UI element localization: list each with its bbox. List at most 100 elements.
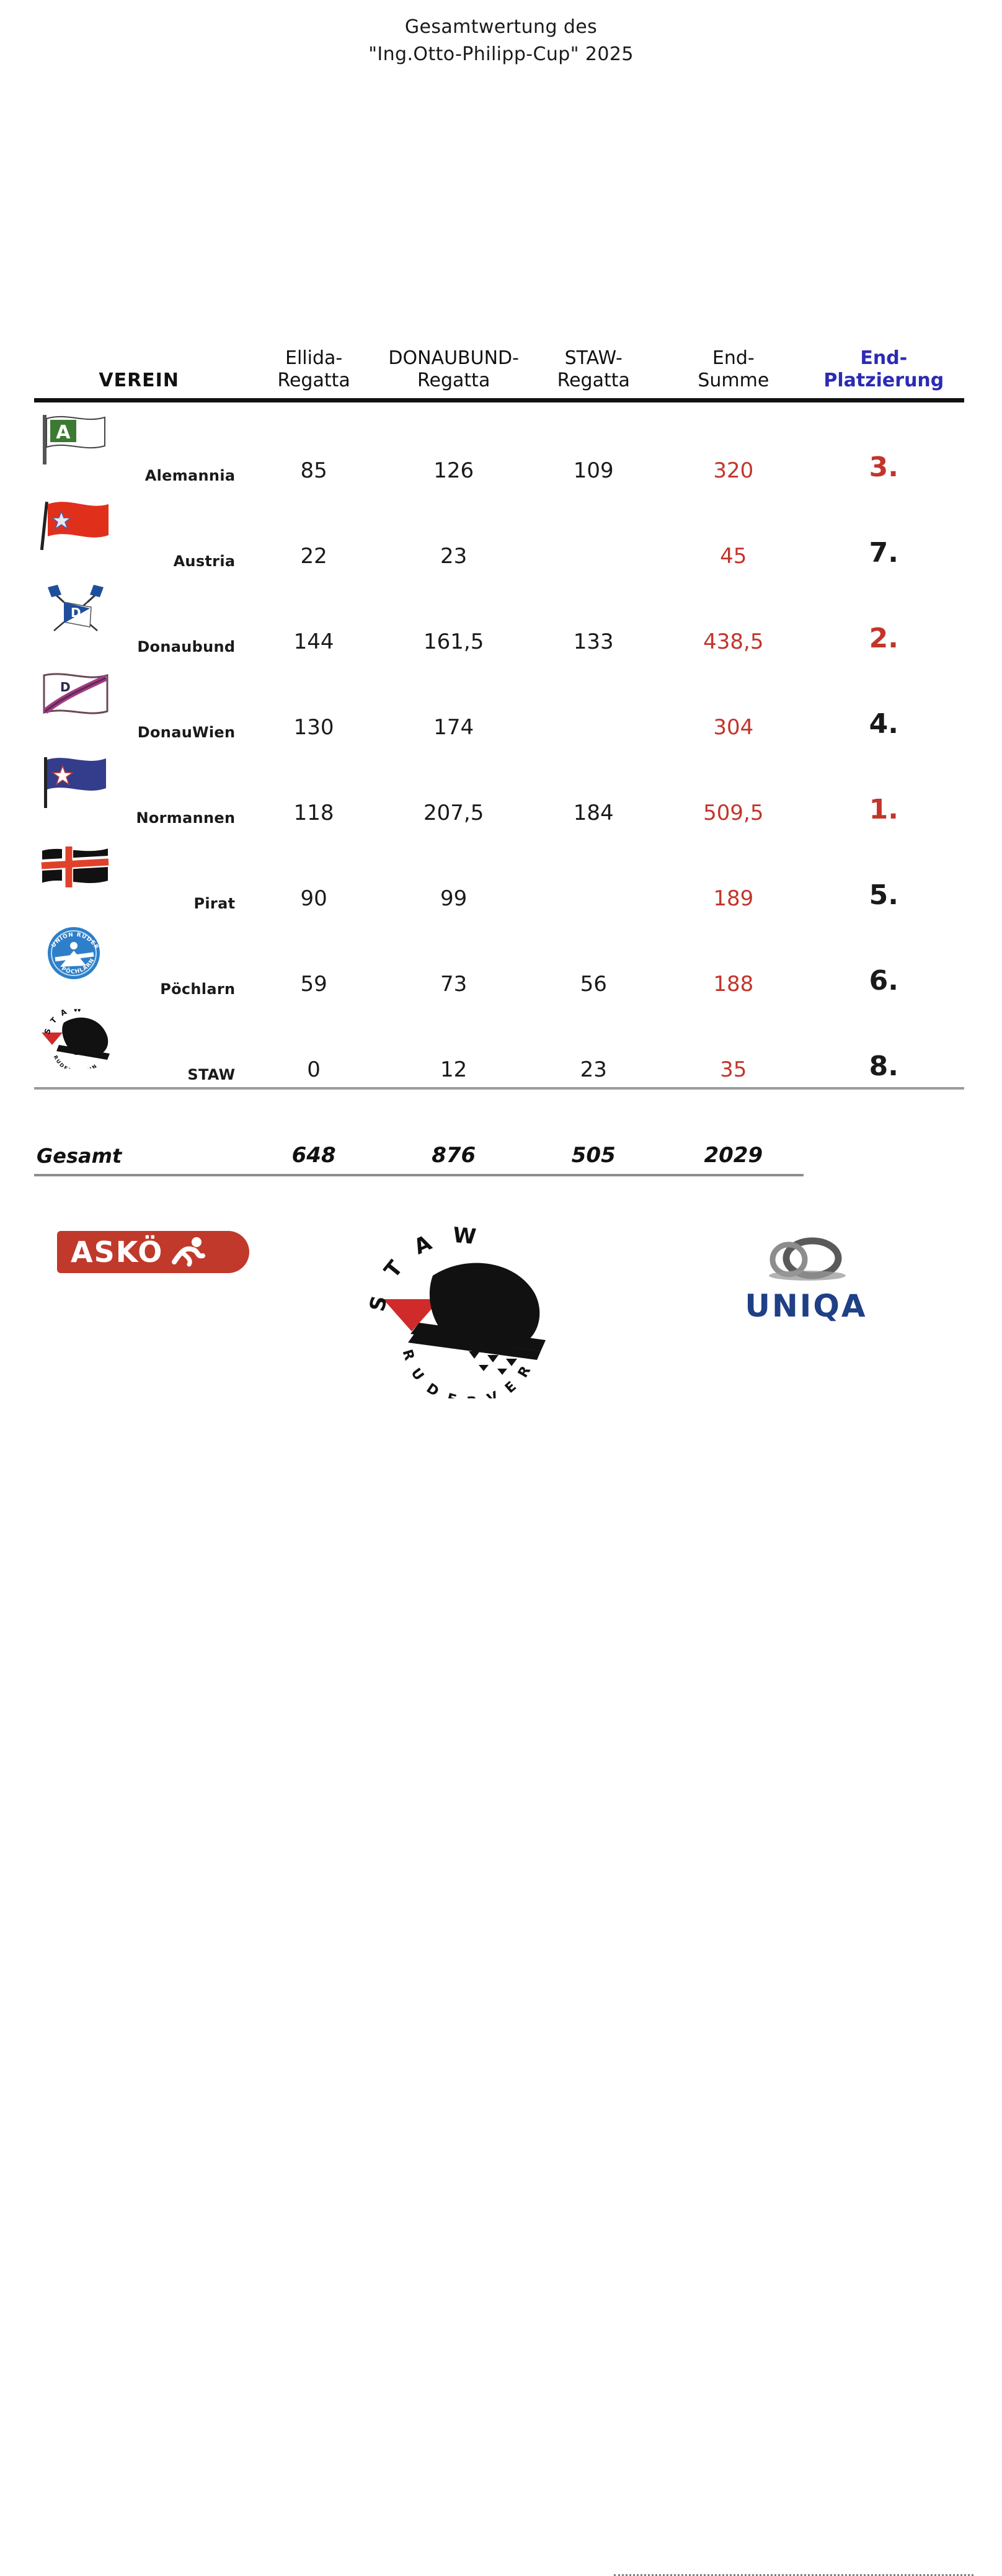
uniqa-ring-icon <box>750 1237 862 1289</box>
score-ellida: 130 <box>293 715 334 740</box>
club-cell: UNION RUDERVEREIN PÖCHLARN Pöchlarn <box>34 916 244 1002</box>
final-placement: 6. <box>869 965 898 997</box>
results-table-container: VEREIN Ellida- Regatta DONAUBUND- Regatt… <box>0 347 1002 1176</box>
score-donaubund: 126 <box>433 458 474 483</box>
results-table: VEREIN Ellida- Regatta DONAUBUND- Regatt… <box>34 347 964 1176</box>
uniqa-logo-text: UNIQA <box>745 1288 867 1324</box>
column-header-ellida: Ellida- Regatta <box>244 347 384 402</box>
club-cell: D DonauWien <box>34 659 244 745</box>
staw-rowing-boat-icon: S T A W R U D E R V E R E I N <box>352 1207 546 1410</box>
score-staw <box>523 830 663 916</box>
score-ellida: 59 <box>300 972 327 997</box>
donauwien-flag-icon: D <box>37 667 115 726</box>
club-name: Donaubund <box>137 638 236 655</box>
final-placement: 2. <box>869 623 898 654</box>
score-ellida: 118 <box>293 801 334 825</box>
table-header-row: VEREIN Ellida- Regatta DONAUBUND- Regatt… <box>34 347 964 402</box>
table-body: A Alemannia 85 126 109 320 3. Austria 22… <box>34 401 964 1176</box>
total-ellida: 648 <box>244 1118 384 1176</box>
club-name: Alemannia <box>144 467 236 484</box>
asko-logo-text: ASKÖ <box>71 1235 164 1269</box>
table-row: Normannen 118 207,5 184 509,5 1. <box>34 745 964 830</box>
staw-ruderverein-logo: S T A W R U D E R V E R E I N <box>352 1207 558 1410</box>
uniqa-logo: UNIQA <box>729 1237 884 1336</box>
alemannia-flag-icon: A <box>37 410 115 469</box>
score-donaubund: 12 <box>383 1002 524 1090</box>
final-placement: 3. <box>869 451 898 483</box>
title-line-1: Gesamtwertung des <box>404 16 598 38</box>
final-placement: 5. <box>869 879 898 911</box>
total-donaubund: 876 <box>383 1118 524 1176</box>
austria-flag-icon <box>37 495 115 555</box>
club-name: Pirat <box>193 895 236 912</box>
table-header: VEREIN Ellida- Regatta DONAUBUND- Regatt… <box>34 347 964 402</box>
final-placement: 1. <box>869 794 898 825</box>
club-name: Austria <box>173 553 236 570</box>
score-staw: 133 <box>573 629 614 654</box>
score-ellida: 90 <box>300 886 327 911</box>
total-placement <box>804 1118 964 1175</box>
score-donaubund: 99 <box>440 886 468 911</box>
table-row: Austria 22 23 45 7. <box>34 488 964 574</box>
svg-text:D: D <box>60 680 71 695</box>
club-name: STAW <box>187 1066 236 1083</box>
column-header-staw-line2: Regatta <box>557 370 630 391</box>
staw-badge-icon: S T A W RUDERVEREIN <box>37 1009 115 1068</box>
score-ellida: 0 <box>244 1002 384 1090</box>
score-total: 45 <box>720 544 747 569</box>
club-cell: Normannen <box>34 745 244 830</box>
club-cell: A Alemannia <box>34 401 244 489</box>
club-name: Pöchlarn <box>160 980 236 998</box>
page-title: Gesamtwertung des "Ing.Otto-Philipp-Cup"… <box>0 14 1002 68</box>
score-staw: 109 <box>573 458 614 483</box>
title-line-2: "Ing.Otto-Philipp-Cup" 2025 <box>368 43 634 65</box>
score-donaubund: 207,5 <box>423 801 484 825</box>
final-placement: 4. <box>869 708 898 740</box>
column-header-placement-line2: Platzierung <box>823 370 944 391</box>
column-header-club: VEREIN <box>34 347 244 402</box>
club-name: DonauWien <box>137 724 236 741</box>
table-row: D Donaubund 144 161,5 133 438,5 2. <box>34 574 964 659</box>
score-total: 320 <box>713 458 754 483</box>
score-total: 35 <box>663 1002 804 1090</box>
total-label: Gesamt <box>34 1118 244 1176</box>
club-cell: S T A W RUDERVEREIN STAW <box>34 1002 244 1090</box>
pirat-flag-icon <box>37 838 115 897</box>
score-staw <box>523 488 663 574</box>
club-cell: D Donaubund <box>34 574 244 659</box>
table-spacer-row <box>34 1088 964 1118</box>
sponsor-footer: ASKÖ <box>0 1207 1002 2576</box>
column-header-staw: STAW- Regatta <box>523 347 664 402</box>
score-donaubund: 174 <box>433 715 474 740</box>
table-total-row: Gesamt 648 876 505 2029 <box>34 1118 964 1176</box>
score-ellida: 85 <box>300 458 327 483</box>
column-header-sum-line2: Summe <box>698 370 769 391</box>
column-header-donaubund-line1: DONAUBUND- <box>388 347 519 369</box>
svg-text:A: A <box>56 422 71 443</box>
score-staw: 184 <box>573 801 614 825</box>
column-header-placement: End- Platzierung <box>803 347 964 402</box>
donaubund-oars-icon: D <box>37 581 115 641</box>
document-page: Gesamtwertung des "Ing.Otto-Philipp-Cup"… <box>0 14 1002 2576</box>
score-staw: 56 <box>580 972 607 997</box>
final-placement: 8. <box>803 1002 964 1090</box>
score-total: 509,5 <box>703 801 764 825</box>
table-row: S T A W RUDERVEREIN STAW 0 12 23 35 8. <box>34 1002 964 1090</box>
score-total: 188 <box>713 972 754 997</box>
score-donaubund: 73 <box>440 972 468 997</box>
club-cell: Pirat <box>34 830 244 916</box>
score-ellida: 22 <box>300 544 327 569</box>
staw-red-triangle-icon <box>383 1299 440 1331</box>
column-header-donaubund-line2: Regatta <box>417 370 490 391</box>
table-row: D DonauWien 130 174 304 4. <box>34 659 964 745</box>
club-cell: Austria <box>34 488 244 574</box>
table-row: A Alemannia 85 126 109 320 3. <box>34 401 964 489</box>
column-header-ellida-line2: Regatta <box>277 370 350 391</box>
total-sum: 2029 <box>663 1118 804 1176</box>
column-header-sum: End- Summe <box>663 347 804 402</box>
club-name: Normannen <box>136 809 236 827</box>
poechlarn-badge-icon: UNION RUDERVEREIN PÖCHLARN <box>37 923 115 983</box>
asko-logo: ASKÖ <box>57 1231 249 1273</box>
column-header-sum-line1: End- <box>712 347 755 369</box>
total-staw: 505 <box>523 1118 664 1176</box>
